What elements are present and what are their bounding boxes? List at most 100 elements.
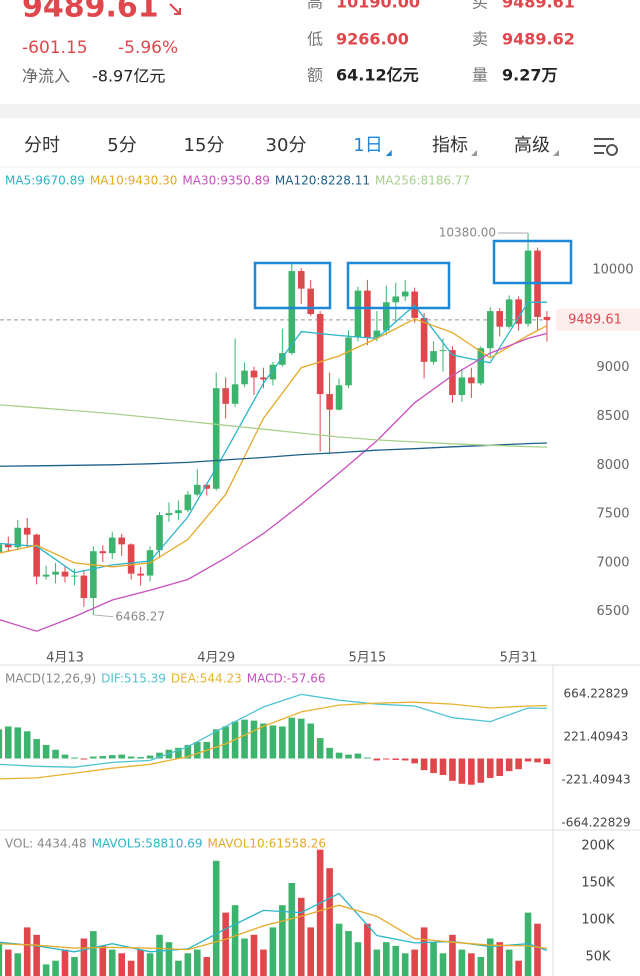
stat-value: 64.12亿元: [336, 66, 419, 85]
net-inflow-label: 净流入: [22, 67, 70, 86]
macd-bar: [364, 757, 371, 759]
candle-body: [33, 534, 40, 577]
macd-bar: [175, 747, 182, 759]
net-inflow: -8.97亿元: [92, 67, 165, 86]
macd-bar: [23, 731, 31, 759]
macd-bar: [269, 725, 277, 759]
macd-bar: [505, 758, 513, 772]
volume-bar: [194, 949, 201, 976]
macd-bar: [354, 753, 362, 759]
candle-body: [260, 377, 267, 380]
volume-bar: [392, 945, 400, 976]
candle-body: [307, 288, 314, 315]
volume-bar: [279, 905, 286, 976]
macd-bar: [250, 720, 258, 759]
volume-bar: [496, 942, 503, 976]
y-tick-label: 221.40943: [564, 729, 629, 743]
y-tick-label: 50K: [585, 950, 611, 965]
candle-body: [543, 316, 551, 320]
candle-body: [430, 351, 437, 362]
change: -601.15: [22, 38, 88, 58]
volume-bar: [90, 931, 97, 976]
tab[interactable]: 1日: [353, 135, 382, 156]
volume-bar: [345, 931, 352, 976]
candle-body: [99, 551, 107, 554]
macd-bar: [543, 758, 551, 765]
candle-body: [439, 350, 447, 352]
tab[interactable]: 指标: [432, 135, 468, 156]
macd-bar: [80, 758, 88, 760]
low-marker: [93, 614, 114, 618]
volume-bar: [23, 927, 31, 976]
candle-body: [250, 370, 258, 378]
macd-bar: [335, 752, 343, 759]
macd-bar: [288, 717, 296, 759]
dropdown-triangle: [553, 150, 559, 156]
volume-bar: [108, 949, 116, 976]
separator: [0, 104, 640, 118]
tab[interactable]: 15分: [184, 135, 225, 156]
macd-bar: [411, 758, 418, 764]
candle-body: [184, 494, 192, 511]
legend-entry: DEA:544.23: [171, 672, 242, 686]
volume-bar: [71, 957, 78, 976]
volume-bar: [175, 960, 182, 976]
last-price-label: 9489.61: [568, 312, 622, 327]
volume-bar: [297, 897, 305, 976]
tab[interactable]: 分时: [24, 135, 60, 156]
volume-bar: [146, 953, 154, 976]
candle-body: [42, 574, 50, 577]
low-label: 6468.27: [115, 609, 165, 623]
candle-body: [401, 291, 409, 297]
macd-bar: [392, 758, 400, 760]
legend-entry: MAVOL10:61558.26: [207, 837, 326, 851]
macd-bar: [146, 755, 154, 759]
macd-bar: [449, 758, 456, 781]
volume-bar: [99, 945, 107, 976]
macd-bar: [212, 729, 220, 759]
candle-body: [392, 296, 400, 303]
volume-bar: [401, 953, 409, 976]
volume-bar: [288, 883, 296, 976]
macd-bar: [326, 747, 333, 759]
volume-bar: [534, 923, 541, 976]
legend-entry: MAVOL5:58810.69: [92, 837, 203, 851]
mavol-line: [0, 904, 548, 951]
macd-bar: [439, 758, 447, 776]
macd-bar: [241, 719, 248, 759]
candle-body: [288, 271, 296, 354]
candle-body: [505, 299, 513, 327]
candle-body: [383, 302, 390, 331]
candle-body: [458, 377, 466, 396]
volume-bar: [383, 942, 390, 976]
tab-bar: 分时 5分 15分 30分 1日 指标 高级: [24, 135, 559, 156]
volume-bar: [250, 934, 258, 976]
tab[interactable]: 高级: [514, 135, 550, 156]
y-tick-label: -221.40943: [561, 773, 630, 787]
settings-icon[interactable]: [594, 138, 618, 156]
down-arrow: [169, 3, 181, 15]
candle-body: [496, 311, 503, 327]
x-tick-label: 5月31: [500, 651, 538, 666]
y-tick-label: 7000: [596, 555, 629, 570]
macd-bar: [137, 757, 144, 759]
candle-body: [71, 575, 78, 577]
volume-bar: [156, 934, 163, 976]
volume-bar: [5, 949, 12, 976]
tab[interactable]: 30分: [266, 135, 307, 156]
volume-bar: [468, 953, 475, 976]
candle-body: [80, 575, 88, 599]
macd-line: [0, 701, 548, 780]
candle-body: [373, 330, 381, 338]
ma-line: [0, 332, 548, 632]
candle-body: [203, 484, 211, 489]
legend-entry: MACD(12,26,9): [5, 672, 96, 686]
stat-value: 10190.00: [336, 0, 420, 12]
high-label: 10380.00: [439, 225, 496, 239]
candle-body: [222, 388, 229, 404]
macd-bar: [90, 756, 97, 759]
tab[interactable]: 5分: [107, 135, 136, 156]
candle-body: [326, 394, 333, 410]
